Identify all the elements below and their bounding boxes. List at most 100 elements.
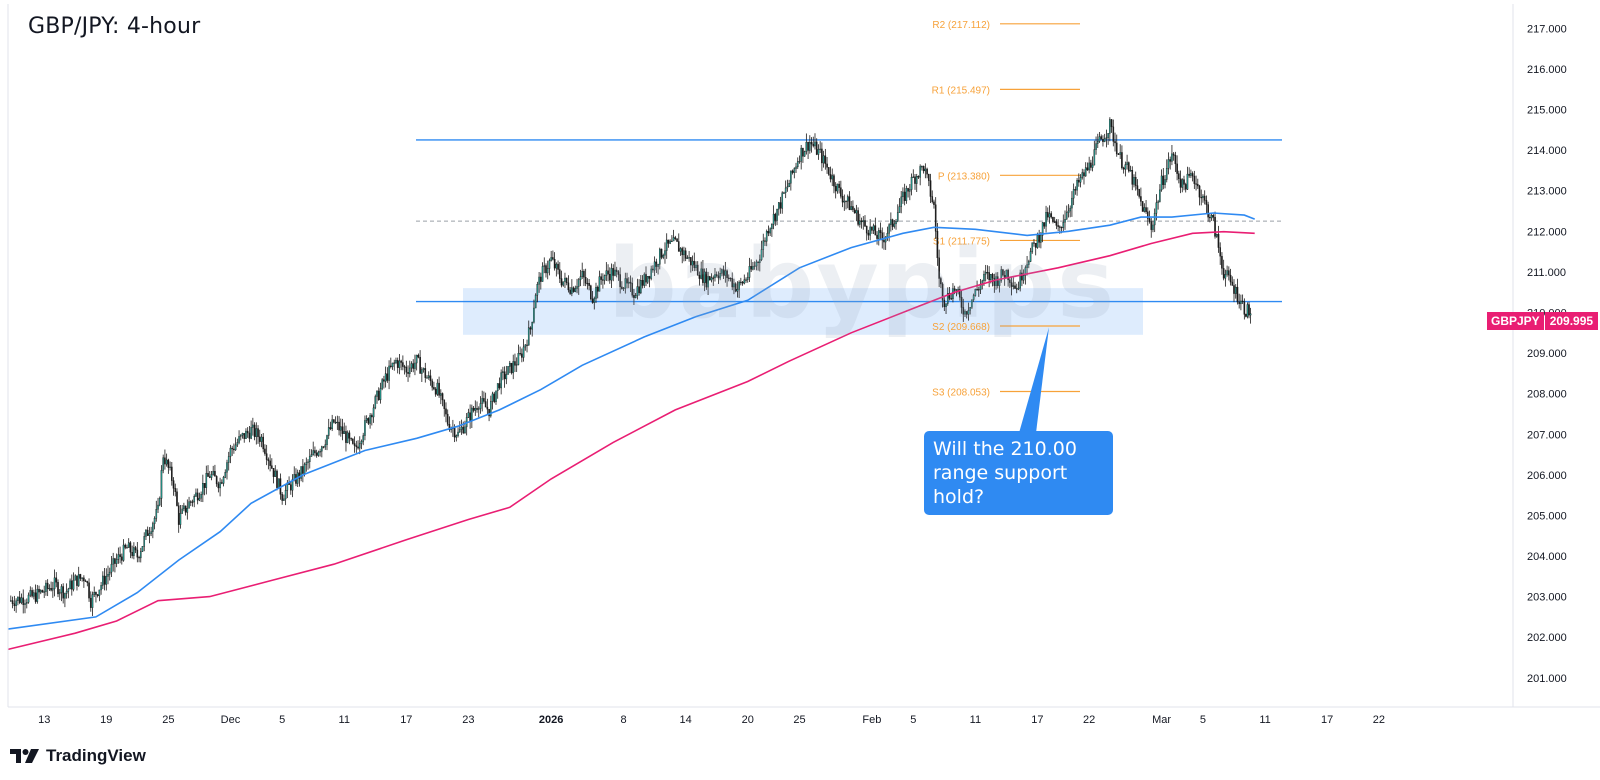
candle — [569, 286, 571, 295]
candle — [145, 529, 147, 540]
candle-body — [472, 407, 475, 411]
candle-body — [107, 574, 109, 577]
candle — [127, 538, 130, 548]
candle-body — [13, 603, 16, 607]
candle — [936, 222, 939, 266]
candle — [507, 366, 509, 375]
candle-body — [1078, 180, 1080, 183]
candle — [991, 272, 994, 287]
candle-body — [1053, 221, 1056, 223]
candle-body — [540, 276, 542, 282]
candle — [572, 286, 575, 293]
candle-body — [1059, 226, 1061, 228]
candle — [586, 278, 589, 290]
candle-body — [440, 393, 442, 396]
watermark: babypips — [608, 228, 1117, 340]
candle — [571, 279, 573, 297]
candle-body — [136, 549, 139, 558]
pivot-label-p: P (213.380) — [938, 171, 990, 182]
candle — [726, 269, 728, 287]
candle — [474, 400, 477, 416]
candle-body — [983, 273, 985, 282]
candle-body — [1000, 269, 1003, 281]
candle-body — [938, 257, 940, 279]
candle — [595, 282, 597, 304]
candle-body — [346, 432, 349, 443]
candle-body — [139, 551, 142, 559]
candle — [541, 262, 544, 282]
candle — [171, 461, 173, 486]
candle-body — [1188, 173, 1190, 176]
candle — [284, 483, 287, 506]
pivot-label-s3: S3 (208.053) — [932, 388, 990, 399]
candle — [634, 293, 637, 299]
candle — [929, 173, 932, 203]
candle-body — [207, 473, 209, 477]
candle — [1026, 256, 1028, 276]
candle — [241, 432, 244, 439]
candle — [57, 579, 59, 598]
candle-body — [1100, 136, 1103, 140]
candle — [802, 147, 804, 163]
candle-body — [843, 200, 846, 203]
candle-body — [138, 557, 140, 559]
candle-body — [1210, 215, 1213, 219]
candle-body — [1138, 189, 1140, 197]
candle-body — [1165, 168, 1168, 180]
candle — [1074, 186, 1077, 195]
candle — [827, 167, 830, 176]
candle — [1062, 214, 1065, 233]
candle — [1221, 252, 1223, 275]
candle — [408, 360, 411, 378]
candle-body — [434, 388, 437, 395]
candle-body — [369, 415, 371, 424]
candle-body — [384, 373, 387, 382]
candle-body — [1209, 216, 1211, 219]
candle-body — [493, 393, 496, 403]
candle — [629, 275, 632, 293]
candle-body — [481, 398, 483, 404]
candle — [722, 265, 725, 280]
candle-body — [1098, 136, 1101, 142]
candle — [114, 557, 116, 573]
candle — [121, 553, 123, 565]
candle-body — [157, 504, 159, 510]
candle-body — [1110, 119, 1113, 128]
candle — [777, 202, 780, 216]
candle — [924, 163, 927, 179]
candle-body — [1249, 313, 1252, 316]
candle-body — [993, 277, 996, 286]
candle-body — [1122, 167, 1125, 170]
candle — [950, 293, 953, 300]
candle — [350, 437, 352, 442]
candle-body — [445, 408, 447, 415]
candle — [295, 468, 297, 487]
candle — [179, 504, 182, 529]
candle-body — [681, 248, 684, 256]
candle — [336, 415, 339, 430]
candle — [1036, 232, 1039, 249]
candle — [1143, 203, 1146, 213]
x-tick-label: 17 — [1321, 714, 1333, 726]
candle-body — [571, 287, 573, 294]
candle — [648, 275, 651, 288]
candle-body — [276, 470, 278, 488]
candle-body — [527, 327, 530, 346]
candle — [367, 417, 370, 425]
candle — [431, 378, 433, 391]
candle — [214, 464, 216, 477]
candle-body — [165, 459, 168, 465]
candle — [1124, 161, 1127, 177]
candle — [593, 296, 596, 310]
candle — [986, 265, 989, 280]
candle — [81, 577, 83, 582]
candle-body — [1205, 200, 1208, 205]
candle — [115, 553, 118, 568]
candle-body — [907, 188, 909, 192]
brand-logo[interactable]: TradingView — [10, 746, 146, 766]
candle — [879, 222, 882, 240]
candle-body — [421, 369, 423, 374]
candle — [277, 478, 280, 489]
candle — [527, 320, 530, 346]
